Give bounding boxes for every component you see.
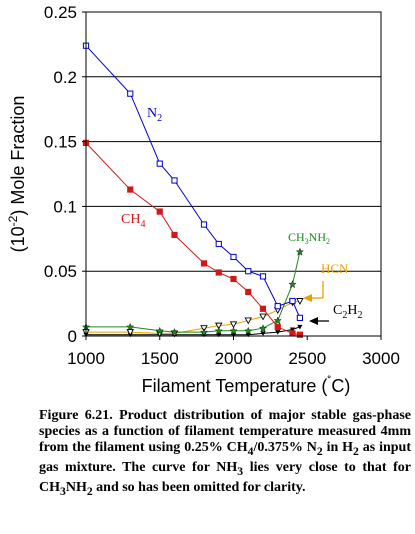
x-tick-label: 1500 bbox=[141, 349, 179, 368]
x-tick-label: 3000 bbox=[362, 349, 400, 368]
ticks: 0 0.05 0.1 0.15 0.2 0.25 1000 1500 2000 2500 3000 bbox=[44, 3, 400, 368]
data-point bbox=[126, 322, 135, 331]
data-point bbox=[214, 326, 223, 335]
data-point bbox=[258, 324, 268, 333]
data-point bbox=[259, 305, 267, 312]
series-line-hcn bbox=[86, 300, 300, 334]
data-point bbox=[199, 328, 209, 337]
y-tick-label: 0.15 bbox=[44, 133, 77, 152]
y-tick-label: 0.05 bbox=[44, 262, 77, 281]
data-point bbox=[289, 327, 296, 333]
data-point bbox=[296, 314, 303, 321]
data-point bbox=[274, 323, 281, 331]
x-tick-label: 2500 bbox=[288, 349, 326, 368]
data-point bbox=[244, 317, 253, 325]
y-tick-label: 0.1 bbox=[53, 197, 77, 216]
series-ch3nh2 bbox=[81, 247, 304, 337]
data-point bbox=[127, 90, 134, 97]
data-point bbox=[289, 297, 296, 305]
series-line-ch3nh2 bbox=[86, 251, 301, 333]
data-point bbox=[200, 221, 208, 228]
label-n2: N2 bbox=[147, 106, 162, 124]
data-point bbox=[274, 303, 281, 310]
data-point bbox=[156, 160, 163, 167]
data-point bbox=[288, 280, 297, 289]
data-point bbox=[289, 330, 296, 337]
data-point bbox=[215, 269, 222, 276]
data-point bbox=[260, 331, 266, 337]
data-point bbox=[126, 329, 135, 337]
data-point bbox=[214, 322, 223, 330]
y-axis-title: (10-2) Mole Fraction bbox=[6, 96, 28, 253]
plot-frame bbox=[85, 11, 382, 337]
data-point bbox=[273, 316, 282, 325]
data-point bbox=[244, 326, 253, 335]
data-point bbox=[170, 328, 179, 337]
data-point bbox=[230, 275, 237, 283]
data-point bbox=[229, 326, 238, 335]
label-hcn: HCN bbox=[321, 261, 349, 276]
data-point bbox=[295, 247, 304, 256]
y-tick-label: 0.2 bbox=[53, 68, 77, 87]
data-point bbox=[259, 273, 267, 280]
data-point bbox=[297, 324, 303, 330]
data-point bbox=[215, 240, 222, 248]
data-point bbox=[229, 321, 238, 329]
data-point bbox=[245, 288, 252, 296]
series-n2 bbox=[82, 42, 303, 321]
x-tick-label: 1000 bbox=[67, 349, 105, 368]
series-line-c2h2 bbox=[86, 326, 301, 336]
data-point bbox=[259, 313, 267, 321]
figure-caption: Figure 6.21. Product distribution of maj… bbox=[39, 408, 412, 498]
series-line-n2 bbox=[85, 45, 301, 319]
data-point bbox=[296, 331, 303, 338]
label-ch4: CH4 bbox=[121, 212, 145, 230]
series-line-ch4 bbox=[85, 142, 300, 336]
c2h2-arrow bbox=[309, 317, 329, 325]
data-point bbox=[155, 326, 164, 335]
grid-lines bbox=[86, 76, 381, 272]
data-point bbox=[230, 253, 237, 261]
series-ch4 bbox=[82, 139, 303, 338]
data-point bbox=[200, 260, 208, 267]
data-point bbox=[296, 298, 304, 305]
data-point bbox=[171, 177, 178, 184]
data-point bbox=[275, 330, 281, 335]
data-point bbox=[171, 231, 178, 239]
y-tick-label: 0 bbox=[68, 327, 77, 346]
hcn-arrow bbox=[303, 281, 324, 302]
x-tick-label: 2000 bbox=[215, 349, 253, 368]
x-axis-title: Filament Temperature (˚C) bbox=[142, 374, 351, 396]
y-tick-label: 0.25 bbox=[44, 3, 77, 22]
label-ch3nh2: CH3NH2 bbox=[288, 230, 330, 246]
series-layer bbox=[81, 42, 304, 338]
label-c2h2: C2H2 bbox=[333, 303, 362, 321]
data-point bbox=[245, 268, 252, 275]
data-point bbox=[127, 186, 134, 193]
data-point bbox=[156, 208, 163, 215]
